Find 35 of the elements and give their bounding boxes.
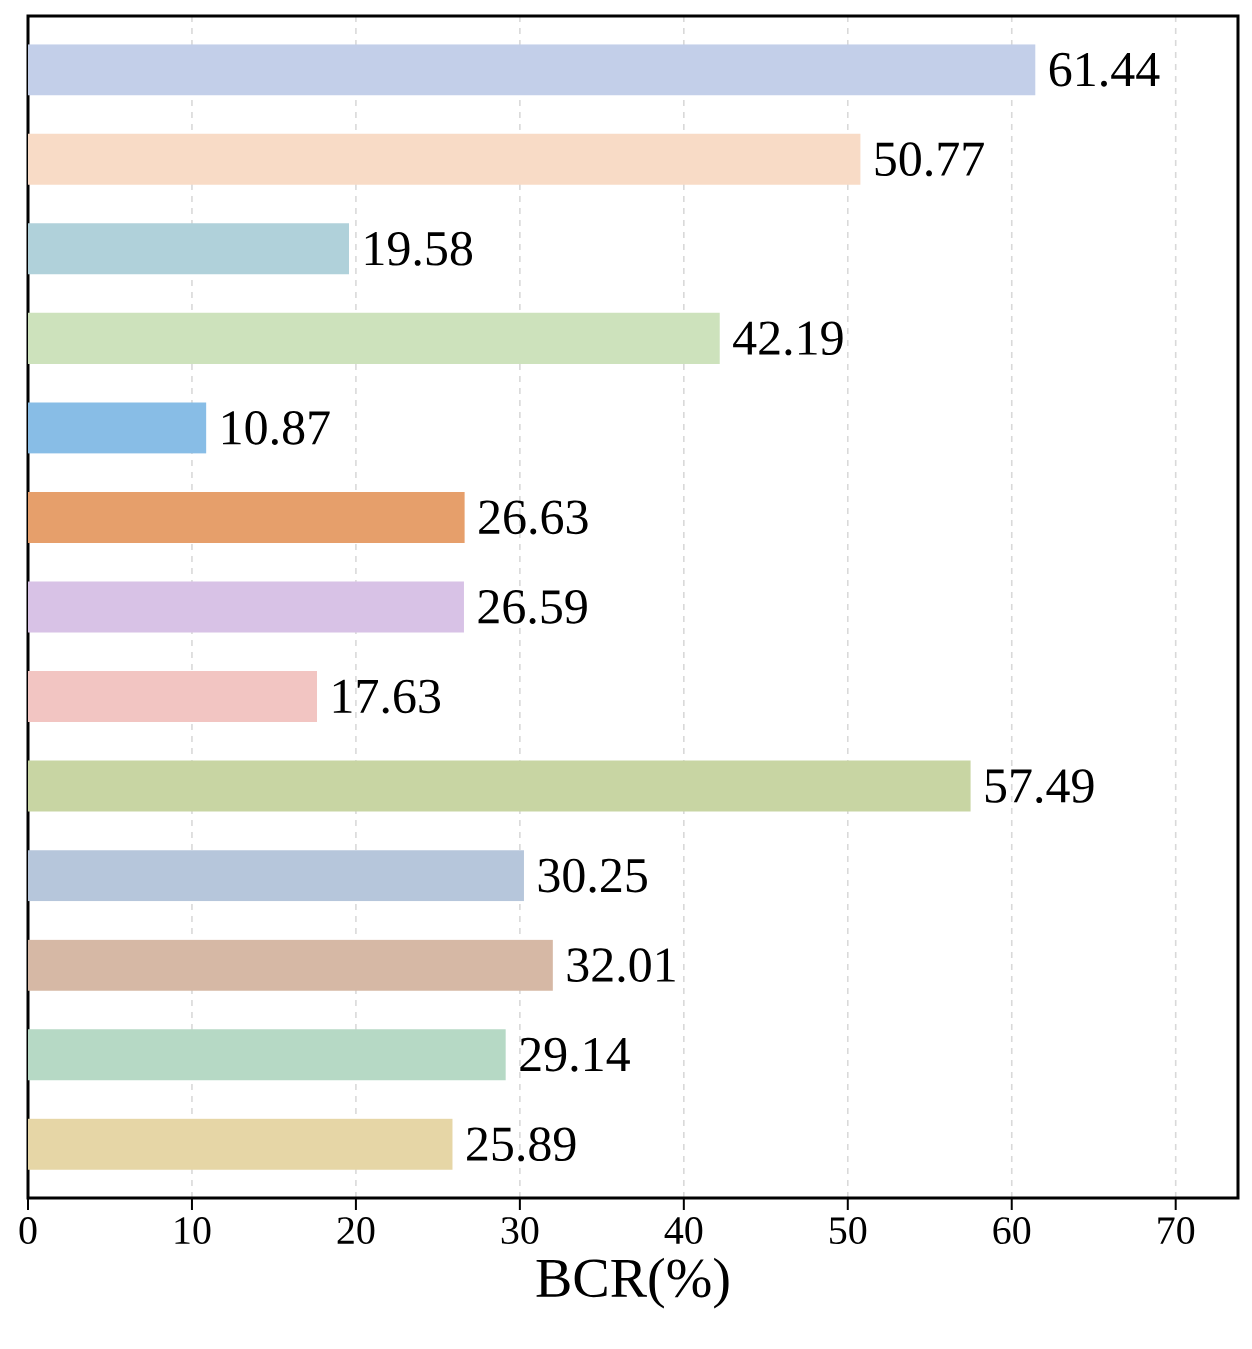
data-label: 26.63: [479, 500, 588, 535]
data-label: 17.63: [333, 679, 441, 714]
data-label: 50.77: [875, 142, 984, 177]
x-tick-label: 10: [175, 1217, 211, 1245]
x-axis-title: BCR(%): [536, 1257, 729, 1309]
bar: [28, 312, 720, 364]
data-label: 29.14: [520, 1037, 630, 1072]
bar: [28, 581, 464, 633]
bar: [28, 44, 1036, 96]
data-label: 61.44: [1049, 52, 1160, 87]
x-tick-label: 70: [1158, 1217, 1195, 1245]
data-label: 57.49: [985, 769, 1094, 804]
bar: [28, 133, 861, 185]
data-label: 30.25: [538, 858, 647, 893]
data-label: 26.59: [478, 590, 587, 624]
bar: [28, 1029, 506, 1081]
data-label: 19.58: [365, 231, 473, 266]
data-label: 42.19: [733, 321, 843, 356]
bar: [28, 1118, 453, 1170]
bar: [28, 939, 553, 991]
bar: [28, 491, 465, 543]
x-tick-label: 20: [337, 1217, 375, 1245]
x-tick-label: 0: [19, 1217, 37, 1245]
bar: [28, 671, 318, 723]
data-label: 25.89: [467, 1127, 576, 1162]
x-tick-label: 40: [664, 1217, 703, 1245]
bar: [28, 402, 207, 454]
x-tick-label: 50: [830, 1217, 867, 1245]
data-label: 32.01: [567, 948, 675, 983]
bar: [28, 223, 350, 275]
bar: [28, 850, 524, 902]
x-tick-label: 60: [993, 1217, 1031, 1245]
data-label: 10.87: [223, 410, 330, 445]
x-tick-label: 30: [501, 1217, 539, 1245]
bar: [28, 760, 971, 812]
